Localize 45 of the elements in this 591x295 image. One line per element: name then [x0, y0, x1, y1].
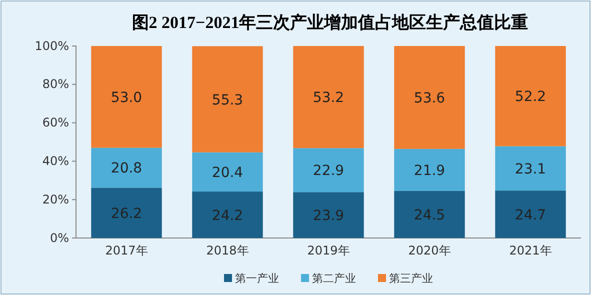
data-label: 55.3 — [212, 92, 244, 108]
legend-label: 第一产业 — [235, 272, 279, 285]
data-label: 53.0 — [110, 90, 142, 106]
data-label: 20.4 — [212, 164, 244, 181]
data-label: 52.2 — [514, 89, 546, 106]
bar — [192, 46, 263, 152]
data-label: 24.2 — [212, 208, 244, 224]
data-label: 20.8 — [110, 160, 142, 177]
x-tick-label: 2018年 — [206, 244, 249, 258]
bar — [293, 148, 364, 192]
chart-title: 图2 2017−2021年三次产业增加值占地区生产总值比重 — [132, 13, 528, 32]
bar — [192, 152, 263, 192]
y-tick-label: 20% — [42, 192, 69, 206]
bar — [91, 148, 162, 188]
x-tick-label: 2021年 — [509, 244, 552, 258]
bar — [495, 190, 566, 238]
bar — [293, 46, 364, 148]
bar — [495, 46, 566, 146]
y-tick-label: 40% — [42, 154, 69, 168]
data-label: 24.7 — [514, 207, 546, 224]
data-label: 24.5 — [414, 207, 446, 224]
legend-label: 第二产业 — [312, 272, 356, 285]
bar — [394, 190, 465, 238]
x-tick-label: 2020年 — [408, 244, 451, 258]
bar — [293, 192, 364, 238]
data-label: 53.6 — [414, 90, 446, 106]
bar — [495, 146, 566, 191]
data-label: 23.1 — [514, 161, 546, 178]
y-tick-label: 100% — [34, 38, 69, 53]
data-label: 53.2 — [312, 90, 344, 106]
x-tick-label: 2019年 — [307, 244, 350, 258]
bar — [91, 188, 162, 238]
bar — [394, 46, 465, 149]
y-tick-label: 80% — [42, 77, 69, 92]
bar — [91, 46, 162, 148]
data-label: 22.9 — [312, 163, 344, 180]
bar — [394, 148, 465, 191]
bar — [192, 192, 263, 238]
legend-label: 第三产业 — [389, 272, 433, 285]
data-label: 26.2 — [110, 206, 142, 222]
y-tick-label: 0% — [50, 230, 69, 245]
data-label: 21.9 — [414, 162, 446, 179]
y-tick-label: 60% — [42, 116, 69, 130]
data-label: 23.9 — [312, 208, 344, 224]
x-tick-label: 2017年 — [105, 244, 148, 258]
